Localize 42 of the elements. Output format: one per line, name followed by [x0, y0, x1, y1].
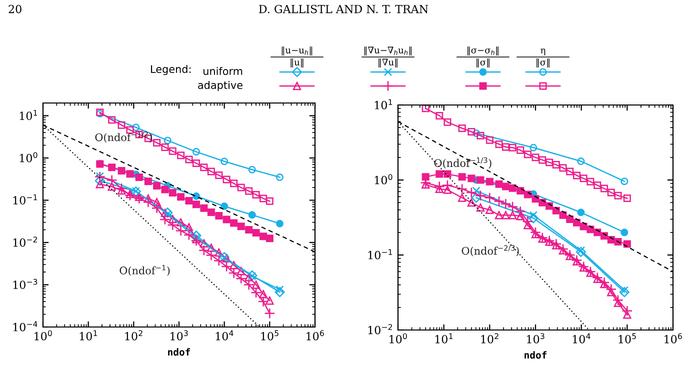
x-tick-label: 10$^{2}$: [481, 333, 498, 344]
y-tick-label: 10$^{0}$: [20, 152, 38, 162]
annotation: O(ndof$^{−2/3}$): [462, 245, 519, 256]
x-tick-label: 10$^{6}$: [306, 330, 324, 340]
text: ‖σ‖: [536, 58, 550, 68]
x-tick-label: 10$^{1}$: [80, 330, 98, 340]
x-tick-label: 10$^{3}$: [170, 330, 188, 340]
y-tick-label: 10$^{−2}$: [13, 236, 37, 247]
annotation: O(ndof$^{−1/3}$): [434, 157, 492, 168]
text: ‖∇u−∇$_{h}$u$_{h}$‖: [364, 46, 412, 56]
x-tick-label: 10$^{0}$: [390, 333, 407, 344]
y-tick-label: 10$^{−2}$: [368, 324, 392, 334]
y-tick-label: 10$^{−4}$: [13, 321, 38, 332]
x-tick-label: 10$^{3}$: [527, 333, 544, 344]
text: η: [540, 48, 546, 56]
text: ‖u‖: [290, 58, 304, 68]
x-tick-label: 10$^{4}$: [216, 330, 234, 340]
x-tick-label: 10$^{5}$: [261, 330, 278, 340]
text: Legend:: [151, 64, 191, 76]
x-tick-label: 10$^{6}$: [664, 333, 682, 344]
x-tick-label: 10$^{5}$: [618, 333, 636, 344]
y-tick-label: 10$^{−1}$: [13, 194, 38, 205]
x-tick-label: 10$^{1}$: [435, 333, 453, 344]
x-tick-label: 10$^{2}$: [125, 330, 142, 340]
text: ‖σ−σ$_{h}$‖: [468, 46, 498, 56]
text: ‖σ‖: [476, 58, 490, 68]
x-axis-title: ndof: [524, 351, 546, 359]
text: 20: [8, 4, 22, 14]
y-tick-label: 10$^{1}$: [20, 110, 38, 120]
y-tick-label: 10$^{0}$: [374, 174, 392, 184]
text: D. GALLISTL AND N. T. TRAN: [259, 4, 428, 14]
y-tick-label: 10$^{−3}$: [13, 278, 38, 290]
y-tick-label: 10$^{1}$: [374, 99, 392, 110]
text: ‖u−u$_{h}$‖: [282, 46, 312, 56]
annotation: O(ndof$^{−1}$): [120, 264, 170, 276]
text: adaptive: [198, 80, 242, 92]
x-tick-label: 10$^{4}$: [572, 333, 590, 344]
y-tick-label: 10$^{−1}$: [368, 249, 392, 260]
text: uniform: [204, 66, 242, 76]
x-tick-label: 10$^{0}$: [34, 330, 52, 340]
x-axis-title: ndof: [168, 348, 190, 356]
text: ‖∇u‖: [378, 58, 398, 68]
